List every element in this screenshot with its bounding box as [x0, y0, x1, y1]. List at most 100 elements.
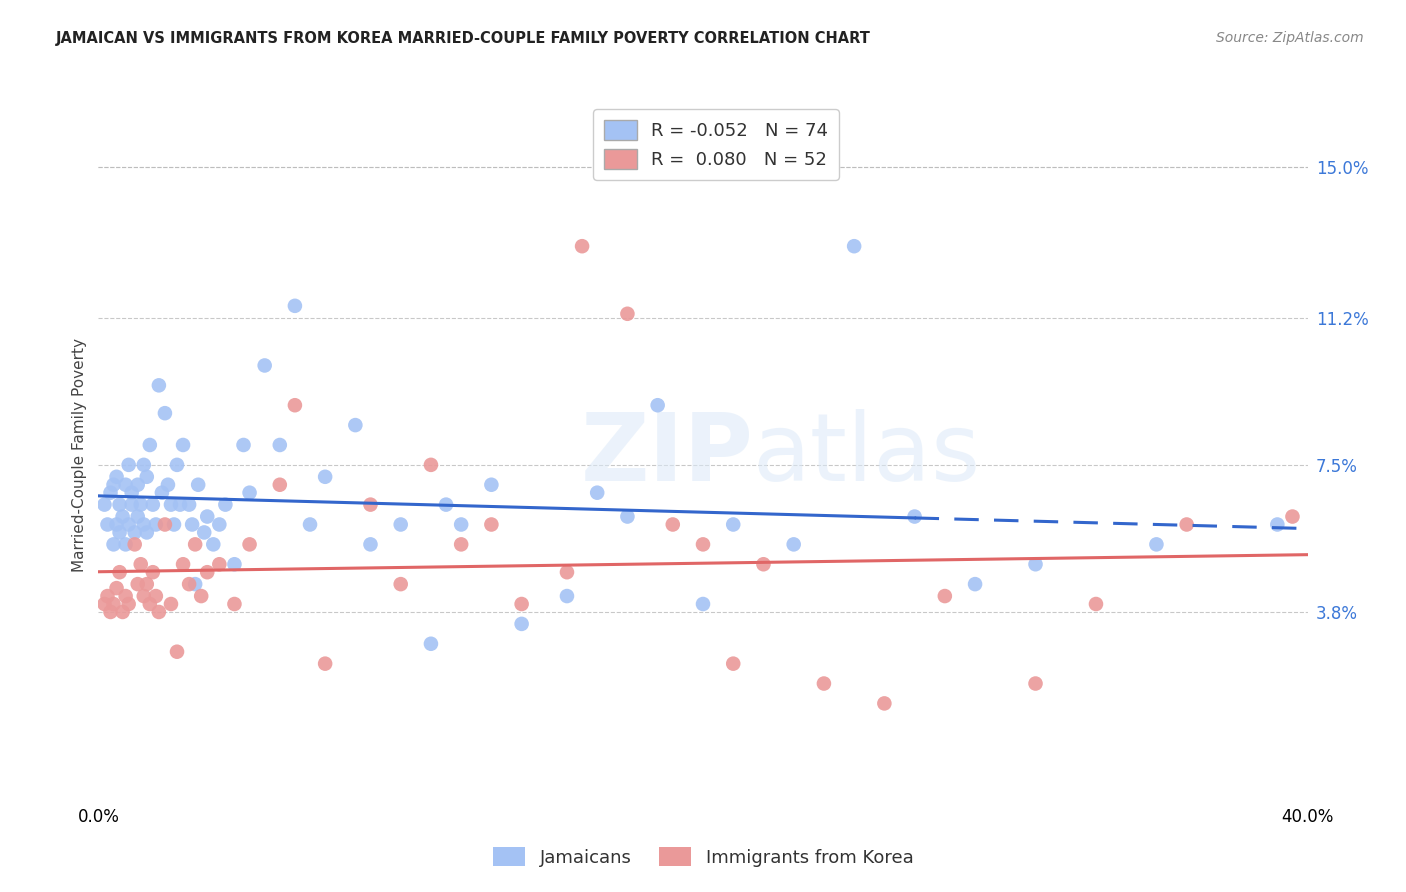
- Point: [269, 477, 291, 491]
- Y-axis label: Married-Couple Family Poverty: Married-Couple Family Poverty: [72, 338, 87, 572]
- Point: [782, 537, 804, 551]
- Point: [284, 299, 307, 313]
- Point: [166, 458, 188, 472]
- Point: [93, 597, 115, 611]
- Point: [169, 498, 191, 512]
- Point: [148, 605, 170, 619]
- Point: [124, 537, 146, 551]
- Point: [127, 509, 149, 524]
- Point: [153, 517, 176, 532]
- Point: [873, 697, 896, 711]
- Point: [132, 517, 155, 532]
- Point: [721, 657, 744, 671]
- Point: [284, 398, 307, 412]
- Point: [160, 498, 183, 512]
- Point: [124, 525, 146, 540]
- Point: [299, 517, 322, 532]
- Point: [172, 558, 194, 572]
- Point: [571, 239, 593, 253]
- Point: [965, 577, 987, 591]
- Point: [224, 597, 246, 611]
- Point: [1024, 558, 1046, 572]
- Point: [1281, 509, 1303, 524]
- Point: [114, 477, 136, 491]
- Point: [135, 525, 157, 540]
- Point: [195, 509, 218, 524]
- Point: [1265, 517, 1288, 532]
- Point: [139, 438, 162, 452]
- Point: [100, 605, 122, 619]
- Point: [1085, 597, 1108, 611]
- Point: [145, 589, 167, 603]
- Point: [239, 537, 262, 551]
- Text: atlas: atlas: [752, 409, 980, 501]
- Point: [108, 525, 131, 540]
- Point: [135, 470, 157, 484]
- Point: [172, 438, 194, 452]
- Point: [187, 477, 209, 491]
- Point: [166, 645, 188, 659]
- Point: [752, 558, 775, 572]
- Point: [156, 477, 179, 491]
- Point: [450, 517, 472, 532]
- Point: [389, 517, 412, 532]
- Point: [181, 517, 204, 532]
- Point: [419, 458, 441, 472]
- Point: [127, 577, 149, 591]
- Point: [108, 565, 131, 579]
- Point: [481, 517, 503, 532]
- Legend: Jamaicans, Immigrants from Korea: Jamaicans, Immigrants from Korea: [485, 839, 921, 874]
- Point: [360, 537, 382, 551]
- Point: [1144, 537, 1167, 551]
- Point: [232, 438, 254, 452]
- Point: [93, 498, 115, 512]
- Point: [132, 458, 155, 472]
- Point: [692, 597, 714, 611]
- Point: [121, 498, 143, 512]
- Point: [153, 406, 176, 420]
- Point: [510, 616, 533, 631]
- Point: [103, 537, 125, 551]
- Text: JAMAICAN VS IMMIGRANTS FROM KOREA MARRIED-COUPLE FAMILY POVERTY CORRELATION CHAR: JAMAICAN VS IMMIGRANTS FROM KOREA MARRIE…: [56, 31, 872, 46]
- Point: [121, 485, 143, 500]
- Point: [314, 470, 336, 484]
- Point: [224, 558, 246, 572]
- Point: [555, 565, 578, 579]
- Point: [108, 498, 131, 512]
- Point: [139, 597, 162, 611]
- Point: [103, 597, 125, 611]
- Point: [510, 597, 533, 611]
- Text: Source: ZipAtlas.com: Source: ZipAtlas.com: [1216, 31, 1364, 45]
- Point: [118, 597, 141, 611]
- Point: [184, 537, 207, 551]
- Point: [661, 517, 683, 532]
- Point: [721, 517, 744, 532]
- Point: [360, 498, 382, 512]
- Point: [647, 398, 669, 412]
- Point: [555, 589, 578, 603]
- Point: [214, 498, 236, 512]
- Point: [111, 605, 134, 619]
- Point: [934, 589, 956, 603]
- Point: [163, 517, 186, 532]
- Point: [129, 558, 152, 572]
- Point: [419, 637, 441, 651]
- Point: [160, 597, 183, 611]
- Point: [314, 657, 336, 671]
- Point: [344, 418, 367, 433]
- Point: [389, 577, 412, 591]
- Point: [184, 577, 207, 591]
- Point: [1024, 676, 1046, 690]
- Point: [190, 589, 212, 603]
- Point: [127, 477, 149, 491]
- Point: [118, 458, 141, 472]
- Point: [239, 485, 262, 500]
- Point: [145, 517, 167, 532]
- Point: [586, 485, 609, 500]
- Point: [96, 517, 118, 532]
- Point: [195, 565, 218, 579]
- Point: [114, 589, 136, 603]
- Point: [813, 676, 835, 690]
- Point: [208, 558, 231, 572]
- Point: [177, 577, 201, 591]
